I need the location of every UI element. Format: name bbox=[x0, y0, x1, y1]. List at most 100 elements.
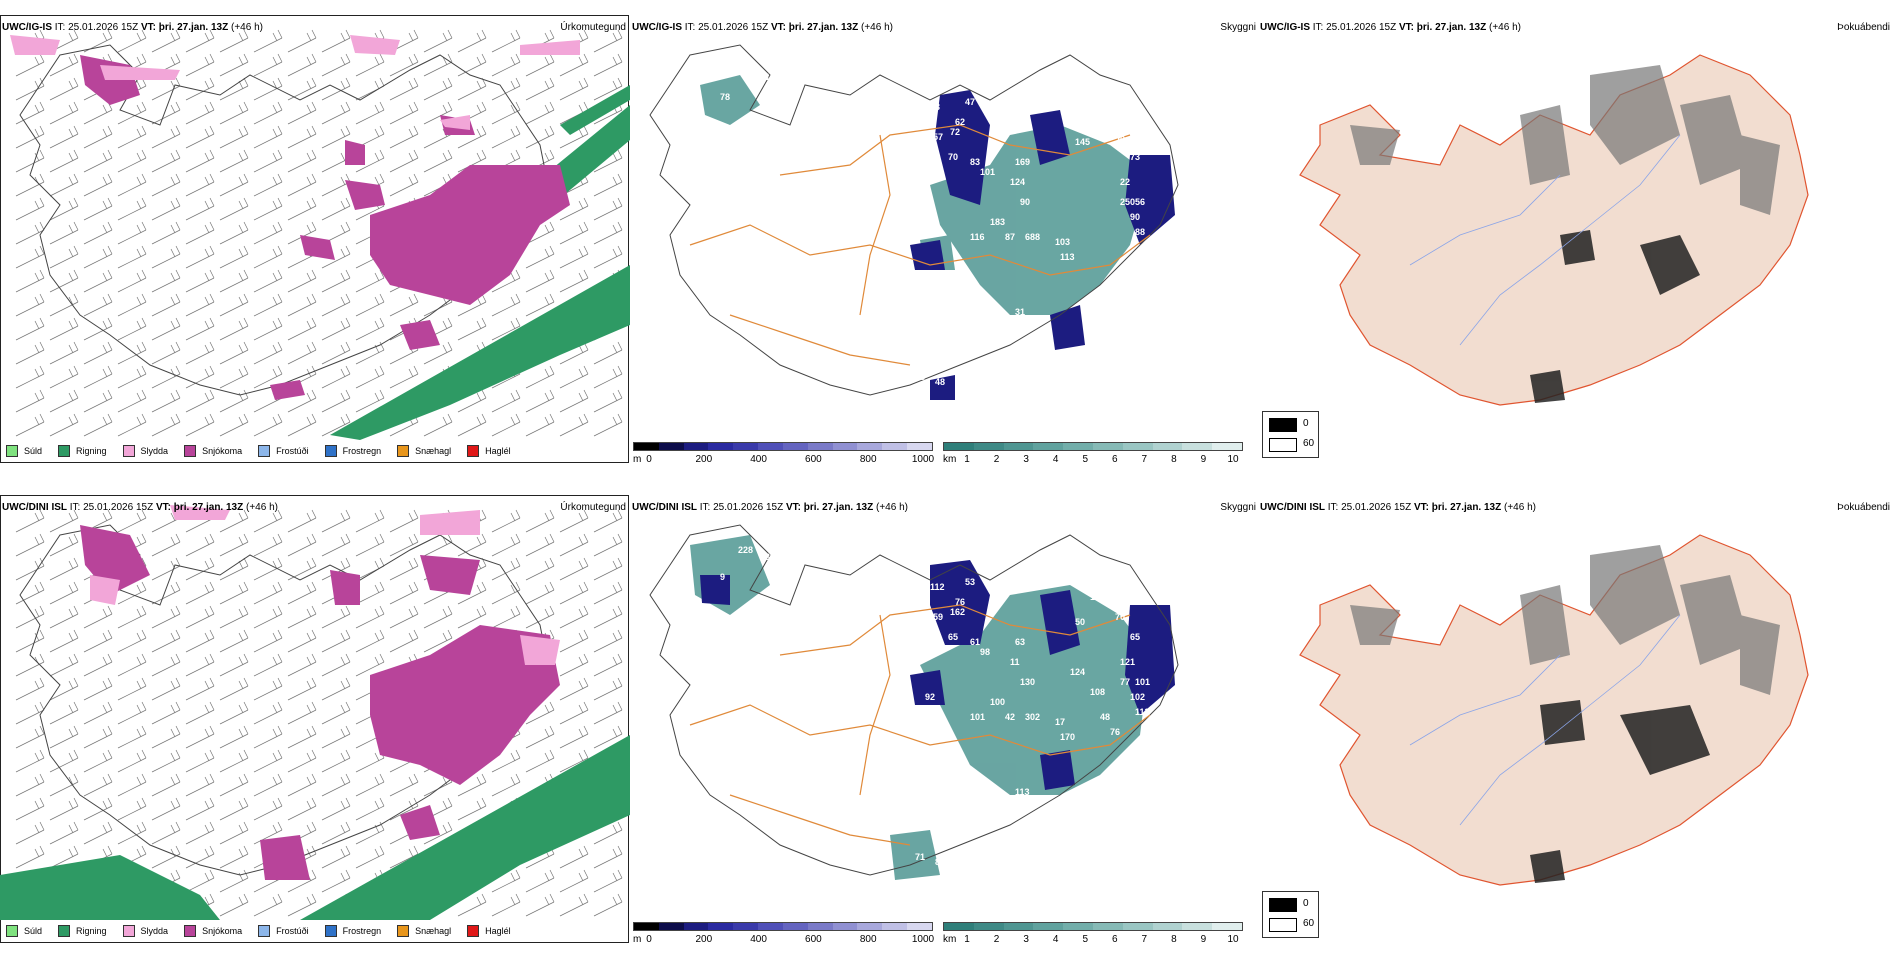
wind-barb bbox=[389, 509, 419, 533]
wind-barb bbox=[117, 821, 147, 845]
elevation-label: 71 bbox=[915, 852, 925, 862]
wind-barb bbox=[355, 317, 385, 341]
wind-barb bbox=[593, 149, 623, 173]
wind-barb bbox=[355, 389, 385, 413]
fog-visibility-areas bbox=[690, 535, 1150, 880]
map-frame bbox=[0, 495, 629, 943]
wind-barb bbox=[185, 197, 215, 221]
wind-barb bbox=[321, 677, 351, 701]
wind-barb bbox=[287, 125, 317, 149]
fog-key-label: 0 bbox=[1303, 418, 1309, 429]
wind-barb bbox=[185, 557, 215, 581]
wind-barb bbox=[49, 629, 79, 653]
colorbar-tick-label: 1000 bbox=[911, 934, 935, 945]
colorbar-tick-label: 2 bbox=[993, 934, 1000, 945]
wind-barb bbox=[151, 341, 181, 365]
wind-barb bbox=[491, 605, 521, 629]
wind-barb bbox=[525, 869, 555, 893]
wind-barb bbox=[117, 725, 147, 749]
wind-barb bbox=[49, 365, 79, 389]
wind-barb bbox=[117, 653, 147, 677]
wind-barb bbox=[253, 53, 283, 77]
wind-barb bbox=[559, 533, 589, 557]
wind-barb bbox=[151, 845, 181, 869]
wind-barb bbox=[355, 845, 385, 869]
elevation-areas bbox=[700, 560, 1175, 790]
legend-item: Snjókoma bbox=[184, 445, 242, 457]
wind-barb bbox=[389, 173, 419, 197]
wind-barb bbox=[287, 29, 317, 53]
wind-barb bbox=[15, 77, 45, 101]
panel-title: Skyggni bbox=[1220, 502, 1256, 513]
legend-item: Frostregn bbox=[324, 445, 381, 457]
elevation-label: 82 bbox=[925, 212, 935, 222]
wind-barb bbox=[423, 341, 453, 365]
colorbar-tick-label: 8 bbox=[1171, 934, 1177, 945]
wind-barb bbox=[559, 197, 589, 221]
wind-barb bbox=[491, 509, 521, 533]
wind-barb bbox=[389, 77, 419, 101]
legend-item: Haglél bbox=[467, 925, 511, 937]
wind-barb bbox=[253, 533, 283, 557]
wind-barb bbox=[457, 389, 487, 413]
wind-barb bbox=[185, 341, 215, 365]
legend-swatch bbox=[6, 445, 18, 457]
wind-barb bbox=[321, 413, 351, 437]
wind-barb bbox=[525, 725, 555, 749]
wind-barb bbox=[15, 677, 45, 701]
wind-barb bbox=[219, 341, 249, 365]
elevation-label: 688 bbox=[1025, 232, 1040, 242]
wind-barb bbox=[593, 509, 623, 533]
wind-barb bbox=[321, 869, 351, 893]
wind-barb bbox=[355, 557, 385, 581]
wind-barb bbox=[15, 293, 45, 317]
wind-barb bbox=[49, 413, 79, 437]
wind-barb bbox=[117, 149, 147, 173]
wind-barb bbox=[525, 893, 555, 917]
wind-barb bbox=[593, 389, 623, 413]
legend-swatch bbox=[58, 445, 71, 457]
wind-barb bbox=[185, 845, 215, 869]
wind-barb bbox=[287, 389, 317, 413]
wind-barb bbox=[219, 413, 249, 437]
wind-barb bbox=[559, 77, 589, 101]
wind-barb bbox=[15, 317, 45, 341]
fog-key-label: 60 bbox=[1303, 918, 1315, 929]
wind-barb bbox=[287, 53, 317, 77]
wind-barb bbox=[15, 725, 45, 749]
wind-barb bbox=[185, 29, 215, 53]
wind-barb bbox=[593, 533, 623, 557]
rain-band bbox=[560, 85, 630, 135]
colorbar-tick-label: 600 bbox=[805, 934, 822, 945]
wind-barb bbox=[49, 269, 79, 293]
wind-barb bbox=[15, 773, 45, 797]
colorbar-tick-label: 400 bbox=[750, 934, 767, 945]
wind-barb bbox=[151, 365, 181, 389]
wind-barb bbox=[287, 269, 317, 293]
wind-barb bbox=[15, 101, 45, 125]
wind-barb bbox=[253, 509, 283, 533]
wind-barb bbox=[491, 77, 521, 101]
legend-item: Frostúði bbox=[258, 445, 309, 457]
wind-barb bbox=[389, 845, 419, 869]
wind-barb bbox=[355, 53, 385, 77]
wind-barb bbox=[83, 653, 113, 677]
wind-barb bbox=[389, 557, 419, 581]
fog-key-label: 60 bbox=[1303, 438, 1315, 449]
wind-barb bbox=[151, 29, 181, 53]
wind-barb bbox=[457, 797, 487, 821]
wind-barb bbox=[151, 653, 181, 677]
wind-barb bbox=[49, 701, 79, 725]
wind-barb bbox=[593, 365, 623, 389]
wind-barb bbox=[219, 173, 249, 197]
elevation-colorbar: m 0 200 400 600 800 1000 bbox=[633, 919, 943, 949]
wind-barb bbox=[83, 701, 113, 725]
wind-barb bbox=[219, 845, 249, 869]
colorbar-tick-label: 7 bbox=[1141, 934, 1148, 945]
colorbar-tick-label: 10 bbox=[1227, 934, 1239, 945]
wind-barb bbox=[253, 317, 283, 341]
wind-barb bbox=[253, 341, 283, 365]
wind-barb bbox=[185, 245, 215, 269]
wind-barb bbox=[185, 269, 215, 293]
wind-barb bbox=[15, 581, 45, 605]
